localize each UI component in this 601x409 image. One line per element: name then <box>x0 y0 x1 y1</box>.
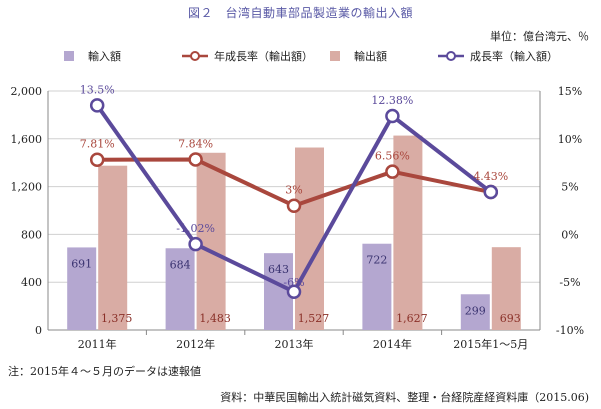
y-left-tick-label: 2,000 <box>11 85 43 98</box>
import-bar <box>67 247 97 330</box>
import-bar-label: 299 <box>465 304 486 317</box>
export-growth-point <box>385 164 400 179</box>
export-growth-label: 7.84% <box>178 137 213 150</box>
export-growth-label: 3% <box>285 184 302 197</box>
export-bar-label: 1,483 <box>199 312 231 325</box>
export-growth-point <box>286 198 302 213</box>
legend-label: 成長率（輸入額） <box>470 49 558 63</box>
unit-label: 単位：億台湾元、％ <box>490 30 589 43</box>
import-bar-label: 691 <box>71 257 92 270</box>
import-growth-label: 13.5% <box>80 83 115 96</box>
y-right-tick-label: -5% <box>559 276 580 289</box>
export-growth-label: 6.56% <box>375 150 410 163</box>
import-growth-label: -1.02% <box>176 222 215 235</box>
y-right-tick-label: 15% <box>558 85 582 98</box>
import-growth-point <box>483 184 499 200</box>
export-bar <box>491 247 521 330</box>
export-bar-label: 693 <box>500 312 521 325</box>
export-bar-label: 1,527 <box>298 312 330 325</box>
import-bar-label: 643 <box>268 263 289 276</box>
import-bar <box>362 243 392 330</box>
import-growth-point <box>286 284 302 300</box>
import-bar-label: 722 <box>366 254 387 267</box>
import-growth-point <box>385 108 400 124</box>
legend-label: 輸入額 <box>88 49 121 63</box>
export-growth-label: 4.43% <box>473 170 508 183</box>
legend-label: 年成長率（輸出額） <box>214 49 313 63</box>
export-growth-point <box>89 152 105 167</box>
x-tick-label: 2014年 <box>373 337 412 351</box>
combo-chart: 0 400 800 1,200 1,600 2,000 -10% -5% 0% 5% 10% 15% 2… <box>11 49 585 351</box>
import-bar <box>460 294 490 330</box>
legend-marker <box>446 51 456 61</box>
chart-note: 注：2015年４〜５月のデータは速報値 <box>8 365 201 378</box>
import-growth-label: -6% <box>283 276 304 289</box>
y-right-tick-label: -10% <box>556 324 584 337</box>
y-left-tick-label: 400 <box>21 276 42 289</box>
y-right-tick-label: 0% <box>561 228 578 241</box>
export-bar <box>295 147 324 330</box>
legend-marker <box>190 51 200 61</box>
import-growth-label: 12.38% <box>371 94 413 107</box>
y-right-tick-label: 10% <box>558 133 582 146</box>
legend-swatch <box>330 51 340 61</box>
export-growth-label: 7.81% <box>80 138 115 151</box>
export-bar <box>393 135 423 330</box>
import-bar-label: 684 <box>170 258 191 271</box>
export-growth-point <box>188 152 203 167</box>
export-bar-label: 1,375 <box>101 312 133 325</box>
y-left-tick-label: 0 <box>35 324 42 337</box>
y-left-tick-label: 800 <box>21 228 42 241</box>
import-growth-point <box>188 236 203 252</box>
y-left-tick-label: 1,600 <box>11 133 43 146</box>
x-tick-label: 2011年 <box>78 337 117 351</box>
export-bar <box>98 165 128 330</box>
import-growth-point <box>89 98 105 113</box>
y-left-tick-label: 1,200 <box>11 181 43 194</box>
export-bar-label: 1,627 <box>396 312 428 325</box>
chart-source: 資料：中華民国輸出入統計磁気資料、整理・台経院産経資料庫（2015.06) <box>220 391 589 404</box>
chart-title: 図２ 台湾自動車部品製造業の輸出入額 <box>187 6 413 20</box>
import-bar <box>165 248 195 330</box>
x-tick-label: 2013年 <box>275 337 314 351</box>
y-right-tick-label: 5% <box>561 181 578 194</box>
legend-swatch <box>64 51 74 61</box>
x-tick-label: 2015年1〜5月 <box>453 337 528 351</box>
x-tick-label: 2012年 <box>176 337 215 351</box>
legend-label: 輸出額 <box>354 49 387 63</box>
